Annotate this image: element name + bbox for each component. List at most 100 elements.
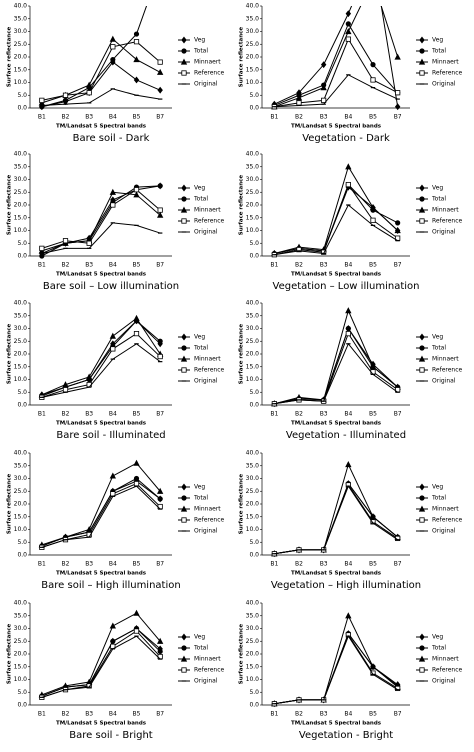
y-tick-label: 35.0 [14,163,28,170]
chart-caption: Vegetation - Bright [299,730,393,741]
legend-label: Reference [194,70,225,77]
chart-caption: Bare soil - Illuminated [56,430,165,441]
plot-area [271,461,401,558]
y-axis-label: Surface reflectance [7,474,13,535]
y-tick-label: 25.0 [246,488,260,495]
x-tick-label: B2 [62,711,70,718]
y-tick-label: 30.0 [246,176,260,183]
x-tick-label: B4 [344,262,352,269]
x-tick-label: B7 [394,114,402,121]
series-line [41,61,161,108]
y-tick-label: 40.0 [246,300,260,307]
y-tick-label: 15.0 [246,363,260,370]
marker-triangle [133,191,140,198]
marker-triangle [345,461,352,468]
y-tick-label: 30.0 [14,625,28,632]
marker-triangle [133,56,140,63]
marker-square [345,36,351,42]
marker-triangle [369,513,377,520]
legend-label: Reference [432,667,463,674]
y-tick-label: 40.0 [14,151,28,158]
marker-triangle [109,35,116,42]
legend-label: Total [431,495,446,502]
y-axis-label: Surface reflectance [7,27,13,88]
series-line [274,485,398,555]
y-tick-label: 40.0 [246,600,260,607]
series-line [41,320,161,397]
marker-diamond [345,10,352,18]
marker-diamond [181,36,187,44]
marker-triangle [180,505,188,512]
marker-circle [157,496,163,502]
marker-square [181,218,187,224]
y-tick-label: 10.0 [14,227,28,234]
marker-square [86,90,92,96]
x-axis-label: TM/Landsat 5 Spectral bands [56,421,147,427]
legend-label: Minnaert [432,356,459,363]
marker-square [62,92,69,98]
legend-label: Veg [432,185,443,192]
marker-square [370,519,376,525]
series-line [41,320,161,396]
legend-label: Total [193,48,208,55]
legend-label: Total [431,345,446,352]
legend-label: Reference [194,667,225,674]
marker-square [62,238,69,244]
plot-area [38,459,164,550]
marker-triangle [86,526,93,533]
y-tick-label: 30.0 [14,325,28,332]
legend: Veg Total Minnaert Reference Original [178,37,225,88]
legend: Veg Total Minnaert Reference Original [416,185,463,236]
y-tick-label: 35.0 [246,612,260,619]
x-tick-label: B1 [270,711,278,718]
series-line [41,332,161,398]
x-tick-label: B3 [85,114,93,121]
y-tick-label: 30.0 [246,625,260,632]
marker-square [321,97,327,103]
marker-square [110,346,116,352]
legend-label: Original [194,378,218,385]
y-tick-label: 5.0 [17,539,27,546]
y-tick-label: 20.0 [246,202,260,209]
x-tick-label: B1 [270,561,278,568]
legend-label: Veg [194,634,205,641]
series-line [41,477,161,547]
legend-label: Minnaert [432,59,459,66]
marker-triangle [345,28,352,35]
legend: Veg Total Minnaert Reference Original [416,37,463,88]
y-tick-label: 35.0 [14,612,28,619]
series-line [41,627,161,697]
y-tick-label: 30.0 [14,28,28,35]
series-line [41,38,161,104]
x-tick-label: B1 [38,262,46,269]
marker-triangle [369,204,377,211]
x-tick-label: B5 [133,262,141,269]
x-axis-label: TM/Landsat 5 Spectral bands [291,721,382,727]
marker-circle [157,338,163,344]
marker-square [86,683,92,689]
y-tick-label: 0.0 [249,253,259,260]
y-tick-label: 30.0 [246,475,260,482]
chart-panel: 0.0 5.0 10.0 15.0 20.0 25.0 30.0 35.0 40.0 B1 B2 B3… [239,3,463,145]
marker-triangle [418,58,426,65]
y-tick-label: 15.0 [14,663,28,670]
y-tick-label: 35.0 [246,15,260,22]
marker-square [110,44,116,50]
y-tick-label: 15.0 [14,214,28,221]
y-tick-label: 25.0 [14,41,28,48]
marker-triangle [180,58,188,65]
y-tick-label: 30.0 [246,325,260,332]
marker-circle [345,325,351,332]
marker-square [345,330,351,337]
x-axis-label: TM/Landsat 5 Spectral bands [291,272,382,278]
legend-label: Original [432,678,456,685]
marker-diamond [419,483,425,491]
y-tick-label: 35.0 [246,163,260,170]
y-tick-label: 25.0 [246,638,260,645]
legend-label: Reference [194,367,225,374]
legend-label: Veg [432,334,443,341]
series-line [274,463,398,555]
x-tick-label: B3 [320,561,328,568]
y-tick-label: 15.0 [14,363,28,370]
marker-square [181,517,187,523]
